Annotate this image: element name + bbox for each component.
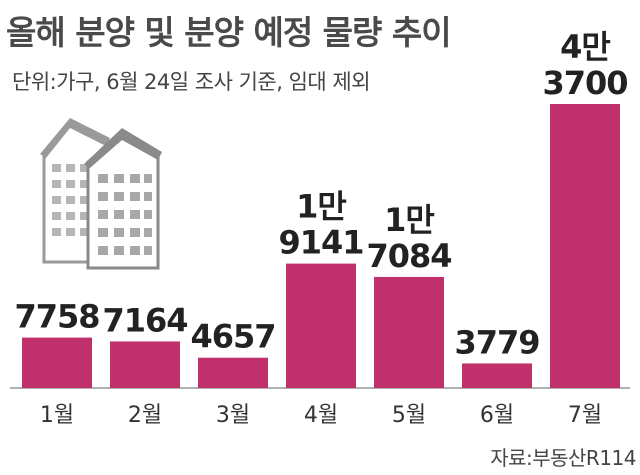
apartment-building-icon — [40, 118, 162, 270]
x-tick-label: 7월 — [568, 403, 602, 428]
data-label: 7164 — [102, 301, 187, 339]
bar — [462, 363, 532, 388]
bar — [22, 337, 92, 388]
data-label: 9141 — [278, 224, 363, 262]
bar — [110, 341, 180, 388]
data-label: 4만 — [560, 28, 610, 66]
data-label: 7758 — [14, 298, 99, 336]
x-tick-label: 3월 — [216, 403, 250, 428]
data-label: 7084 — [366, 237, 451, 275]
x-tick-label: 2월 — [128, 403, 162, 428]
bar — [374, 276, 444, 388]
data-label: 3779 — [454, 323, 539, 361]
data-label: 1만 — [384, 201, 434, 239]
chart-title: 올해 분양 및 분양 예정 물량 추이 — [6, 13, 452, 52]
x-tick-label: 6월 — [480, 403, 514, 428]
data-label: 4657 — [190, 318, 275, 356]
x-tick-label: 1월 — [40, 403, 74, 428]
bar — [198, 357, 268, 388]
bar — [286, 263, 356, 388]
data-label: 1만 — [296, 188, 346, 226]
x-tick-label: 5월 — [392, 403, 426, 428]
data-label: 3700 — [542, 64, 627, 102]
unit-note: 단위:가구, 6월 24일 조사 기준, 임대 제외 — [12, 70, 371, 94]
source-note: 자료:부동산R114 — [490, 446, 636, 470]
bar — [550, 104, 620, 388]
x-tick-label: 4월 — [304, 403, 338, 428]
